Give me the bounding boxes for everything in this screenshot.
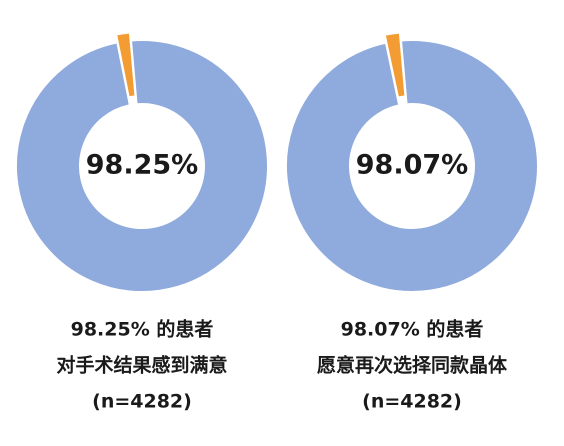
caption-line: 愿意再次选择同款晶体 [317,354,508,377]
donut-segment [285,39,539,293]
donut-segment [115,31,137,99]
center-label: 98.07% [356,150,468,181]
caption-line: 98.07% 的患者 [341,318,484,341]
center-label: 98.25% [86,150,198,181]
caption-line: 对手术结果感到满意 [56,354,227,377]
donut-segment [383,31,407,99]
caption-line: (n=4282) [362,391,462,413]
caption-line: (n=4282) [92,391,192,413]
donut-segment [15,39,269,293]
caption-line: 98.25% 的患者 [71,318,214,341]
